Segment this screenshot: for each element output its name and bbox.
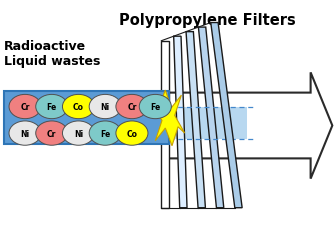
Text: Fe: Fe	[150, 103, 160, 112]
Circle shape	[62, 95, 95, 119]
Text: Fe: Fe	[47, 103, 57, 112]
Circle shape	[36, 121, 68, 146]
Text: Cr: Cr	[20, 103, 30, 112]
Circle shape	[89, 121, 121, 146]
Text: Radioactive
Liquid wastes: Radioactive Liquid wastes	[4, 40, 101, 68]
Text: Fe: Fe	[100, 129, 110, 138]
Text: Ni: Ni	[20, 129, 30, 138]
Circle shape	[36, 95, 68, 119]
Bar	[169, 107, 247, 140]
Text: Ni: Ni	[74, 129, 83, 138]
Text: Co: Co	[73, 103, 84, 112]
Text: Ni: Ni	[101, 103, 110, 112]
Text: Co: Co	[127, 129, 137, 138]
Polygon shape	[198, 28, 224, 208]
Circle shape	[139, 95, 171, 119]
Bar	[4, 92, 169, 145]
Circle shape	[62, 121, 95, 146]
Circle shape	[9, 95, 41, 119]
Circle shape	[116, 121, 148, 146]
Text: Cr: Cr	[127, 103, 137, 112]
Circle shape	[89, 95, 121, 119]
Polygon shape	[150, 91, 185, 146]
Polygon shape	[211, 23, 242, 208]
Polygon shape	[167, 73, 332, 179]
Polygon shape	[174, 37, 187, 208]
Text: Polypropylene Filters: Polypropylene Filters	[119, 13, 296, 27]
Circle shape	[9, 121, 41, 146]
Text: Cr: Cr	[47, 129, 56, 138]
Circle shape	[116, 95, 148, 119]
Polygon shape	[161, 42, 169, 208]
Polygon shape	[186, 33, 205, 208]
